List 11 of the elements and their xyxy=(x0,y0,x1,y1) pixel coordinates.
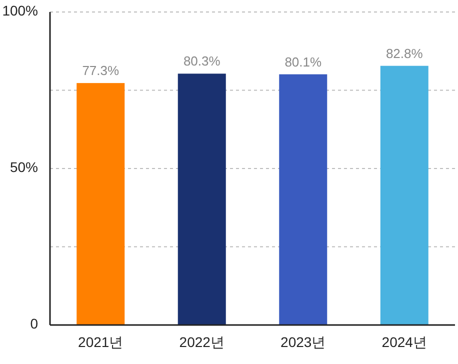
data-label: 82.8% xyxy=(386,46,424,61)
data-label: 80.3% xyxy=(183,54,221,69)
data-label: 80.1% xyxy=(284,54,322,70)
y-tick-label: 50% xyxy=(10,159,38,176)
x-tick-label: 2021년 xyxy=(78,334,124,350)
x-tick-label: 2024년 xyxy=(382,334,427,350)
x-tick-label: 2022년 xyxy=(179,334,224,350)
x-tick-label: 2023년 xyxy=(280,334,326,350)
y-tick-label: 100% xyxy=(2,2,38,19)
y-tick-label: 0 xyxy=(30,316,38,332)
data-label: 77.3% xyxy=(82,63,120,78)
